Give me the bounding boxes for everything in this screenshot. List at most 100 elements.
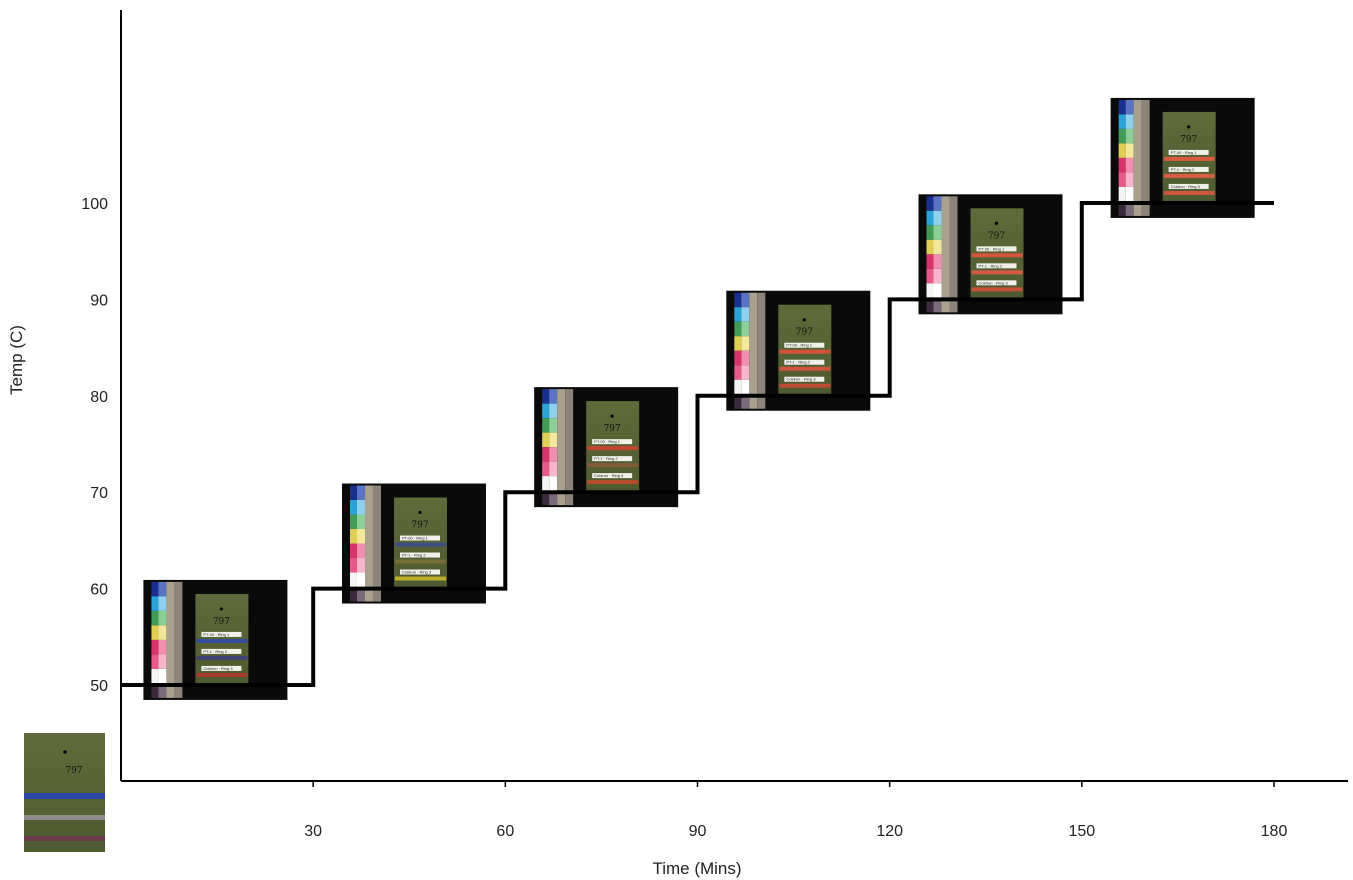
card-label	[1168, 183, 1209, 189]
ruler-swatch	[151, 596, 159, 611]
test-stripe	[394, 542, 446, 547]
sample-photos: 797 PT-00 · Ring 1 PT-1 · Ring 2 Coldrun · …	[24, 97, 1255, 852]
ruler-swatch-light	[741, 394, 750, 409]
ruler-swatch	[542, 476, 550, 491]
ruler-strip-shade	[565, 389, 574, 506]
ruler-swatch-light	[356, 558, 365, 573]
card-hole	[802, 318, 806, 322]
ruler-swatch	[542, 403, 550, 419]
ruler-swatch	[1118, 128, 1126, 144]
card-label-text: PT-1 · Ring 2	[203, 649, 227, 654]
sample-photo: 797 PT-00 · Ring 1 PT-1 · Ring 2 Coldrun · …	[341, 483, 486, 604]
ruler-strip-shade	[757, 292, 766, 409]
card-label	[592, 456, 633, 462]
card-label-text: PT-00 · Ring 1	[786, 343, 813, 348]
test-stripe	[587, 446, 639, 451]
initial-stripe-blue	[24, 793, 105, 799]
ruler-strip-shade	[372, 485, 381, 602]
ruler-swatch	[734, 292, 742, 308]
ruler-swatch-light	[549, 476, 558, 491]
card-label	[1168, 149, 1209, 155]
test-stripe	[587, 480, 639, 485]
card-label-text: Coldrun · Ring 3	[978, 280, 1008, 285]
ruler-swatch	[1118, 114, 1126, 129]
ruler-swatch-light	[933, 268, 942, 284]
initial-stripe-dark	[24, 836, 105, 841]
y-tick-label: 70	[90, 485, 108, 502]
ruler-swatch-light	[549, 403, 558, 419]
test-stripe	[394, 559, 446, 564]
ruler-swatch	[349, 587, 357, 602]
card-label	[201, 665, 242, 671]
card-label	[976, 246, 1017, 252]
ruler-swatch	[734, 336, 742, 351]
card-label-text: PT-00 · Ring 1	[594, 439, 621, 444]
ruler-strip	[941, 196, 950, 313]
ruler-swatch-light	[933, 254, 942, 269]
test-stripe	[1163, 173, 1215, 178]
card-label-text: PT-00 · Ring 1	[978, 246, 1005, 251]
ruler-swatch-light	[741, 350, 750, 366]
x-axis-title: Time (Mins)	[652, 859, 741, 878]
ruler-swatch-light	[158, 639, 167, 655]
ruler-swatch-light	[1125, 143, 1134, 158]
ruler-swatch-light	[933, 297, 942, 313]
x-tick-label: 150	[1068, 823, 1095, 840]
card-label	[399, 535, 440, 541]
initial-card-hole	[63, 750, 67, 754]
ruler-swatch-light	[549, 461, 558, 477]
ruler-swatch	[926, 225, 934, 240]
ruler-swatch	[542, 389, 550, 404]
ruler-swatch-light	[933, 283, 942, 298]
ruler-strip-shade	[949, 196, 958, 313]
sample-photo: 797 PT-00 · Ring 1 PT-1 · Ring 2 Coldrun · …	[534, 387, 679, 508]
ruler-swatch-light	[356, 543, 365, 559]
sample-photo: 797 PT-00 · Ring 1 PT-1 · Ring 2 Coldrun · …	[918, 194, 1063, 315]
ruler-swatch	[349, 558, 357, 573]
card-label	[201, 631, 242, 637]
ruler-swatch	[349, 485, 357, 501]
ruler-swatch	[151, 683, 159, 698]
y-tick-label: 100	[81, 196, 108, 213]
ruler-swatch	[151, 639, 159, 655]
ruler-swatch	[542, 490, 550, 506]
card-hole	[610, 414, 614, 418]
ruler-swatch	[926, 210, 934, 226]
ruler-swatch	[1118, 143, 1126, 158]
card-label-text: PT-1 · Ring 2	[978, 263, 1002, 268]
ruler-swatch-light	[356, 587, 365, 602]
ruler-swatch	[1118, 157, 1126, 173]
ruler-swatch	[542, 432, 550, 448]
ruler-swatch	[734, 350, 742, 366]
card-label	[399, 552, 440, 558]
y-axis-title: Temp (C)	[7, 325, 26, 395]
ruler-swatch	[151, 654, 159, 669]
card-label-text: Coldrun · Ring 3	[594, 473, 624, 478]
ruler-strip	[557, 389, 566, 506]
y-tick-label: 80	[90, 389, 108, 406]
test-stripe	[1163, 156, 1215, 161]
test-stripe	[196, 672, 248, 677]
card-number: 797	[796, 328, 813, 338]
ruler-strip	[166, 581, 175, 698]
card-label-text: PT-00 · Ring 1	[402, 536, 429, 541]
ruler-swatch-light	[933, 225, 942, 240]
x-tick-label: 120	[876, 823, 903, 840]
y-tick-label: 90	[90, 292, 108, 309]
test-stripe	[587, 463, 639, 468]
card-label-text: Coldrun · Ring 3	[1171, 184, 1201, 189]
ruler-swatch	[734, 321, 742, 337]
card-label	[784, 376, 825, 382]
ruler-swatch-light	[1125, 99, 1134, 115]
ruler-swatch	[1118, 172, 1126, 187]
test-stripe	[971, 270, 1023, 275]
ruler-swatch	[926, 254, 934, 269]
ruler-swatch-light	[356, 529, 365, 544]
ruler-swatch	[349, 514, 357, 530]
ruler-swatch-light	[356, 500, 365, 515]
ruler-strip-shade	[174, 581, 183, 698]
ruler-swatch	[734, 394, 742, 409]
card-label-text: PT-00 · Ring 1	[203, 632, 230, 637]
ruler-swatch-light	[741, 336, 750, 351]
ruler-swatch-light	[1125, 128, 1134, 144]
